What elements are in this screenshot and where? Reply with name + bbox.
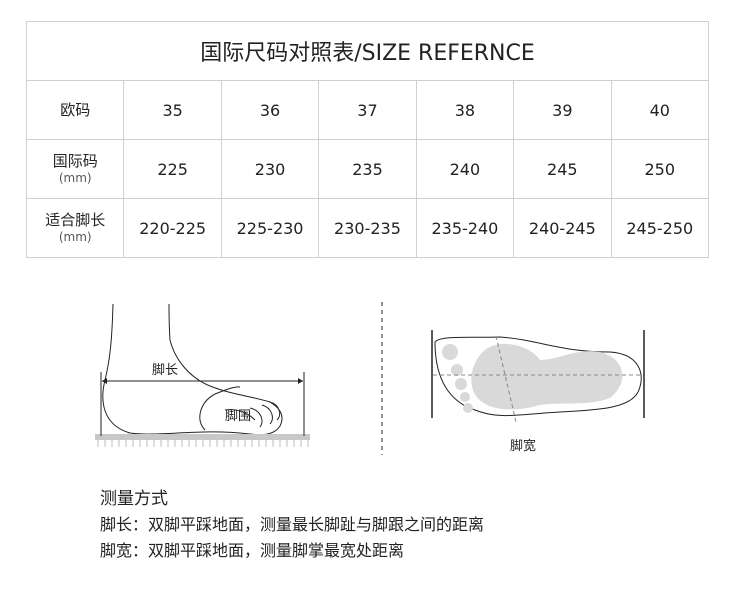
row-label: 适合脚长 bbox=[45, 211, 106, 229]
cell: 36 bbox=[220, 80, 320, 140]
measurement-method: 测量方式 脚长：双脚平踩地面，测量最长脚趾与脚跟之间的距离 脚宽：双脚平踩地面，… bbox=[100, 486, 484, 564]
cell: 38 bbox=[415, 80, 515, 140]
table-row-length: 适合脚长 (mm) 220-225 225-230 230-235 235-240… bbox=[25, 198, 710, 258]
ground bbox=[95, 434, 310, 440]
table-title: 国际尺码对照表/SIZE REFERNCE bbox=[26, 21, 709, 81]
cell: 245 bbox=[513, 139, 612, 199]
row-unit: (mm) bbox=[58, 230, 92, 244]
row-header: 适合脚长 (mm) bbox=[25, 198, 125, 258]
cell: 225 bbox=[123, 139, 222, 199]
cell: 35 bbox=[123, 80, 222, 140]
cell: 240-245 bbox=[513, 198, 612, 258]
cell: 250 bbox=[610, 139, 710, 199]
method-heading: 测量方式 bbox=[100, 489, 168, 509]
ground-ticks bbox=[97, 440, 309, 447]
row-header: 欧码 bbox=[25, 80, 125, 140]
cell: 39 bbox=[513, 80, 612, 140]
row-unit: (mm) bbox=[58, 171, 92, 185]
foot-girth-label: 脚围 bbox=[225, 408, 251, 424]
cell: 37 bbox=[318, 80, 417, 140]
method-line-length: 脚长：双脚平踩地面，测量最长脚趾与脚跟之间的距离 bbox=[100, 515, 485, 534]
cell: 230 bbox=[220, 139, 320, 199]
foot-length-label: 脚长 bbox=[152, 362, 178, 378]
cell: 40 bbox=[610, 80, 710, 140]
measurement-illustration: 脚长 脚围 脚宽 bbox=[95, 302, 645, 455]
cell: 225-230 bbox=[220, 198, 320, 258]
cell: 235-240 bbox=[415, 198, 515, 258]
row-label: 欧码 bbox=[60, 100, 91, 119]
cell: 240 bbox=[415, 139, 515, 199]
cell: 235 bbox=[318, 139, 417, 199]
row-header: 国际码 (mm) bbox=[25, 139, 125, 199]
cell: 230-235 bbox=[318, 198, 417, 258]
width-axis bbox=[495, 335, 517, 423]
foot-sole-icon bbox=[434, 336, 642, 417]
table-row-eu: 欧码 35 36 37 38 39 40 bbox=[25, 80, 710, 140]
foot-side-view-icon bbox=[102, 303, 283, 436]
table-row-intl: 国际码 (mm) 225 230 235 240 245 250 bbox=[25, 139, 710, 199]
row-label: 国际码 bbox=[52, 152, 98, 170]
cell: 245-250 bbox=[610, 198, 710, 258]
size-chart-table: 国际尺码对照表/SIZE REFERNCE 欧码 35 36 37 38 39 … bbox=[25, 21, 710, 258]
cell: 220-225 bbox=[123, 198, 222, 258]
foot-width-label: 脚宽 bbox=[510, 438, 536, 454]
method-line-width: 脚宽：双脚平踩地面，测量脚掌最宽处距离 bbox=[100, 541, 405, 560]
